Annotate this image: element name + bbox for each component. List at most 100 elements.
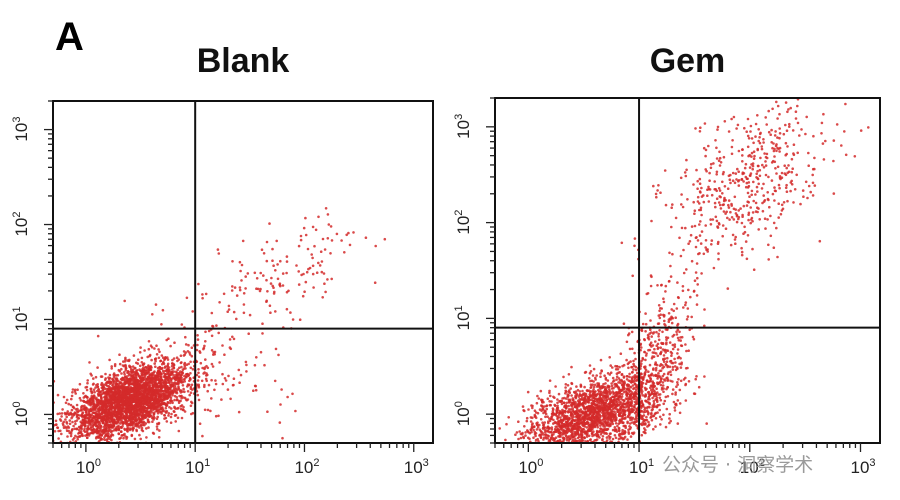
scatter-point <box>546 415 549 419</box>
scatter-point <box>91 383 95 386</box>
scatter-point <box>147 410 151 414</box>
scatter-point <box>176 416 180 420</box>
scatter-point <box>314 228 318 232</box>
scatter-point <box>143 349 146 352</box>
scatter-point <box>89 372 92 376</box>
scatter-point <box>163 366 167 369</box>
scatter-point <box>87 451 90 454</box>
scatter-point <box>239 373 243 377</box>
scatter-point <box>147 340 151 343</box>
scatter-point <box>274 310 277 313</box>
scatter-point <box>552 451 555 454</box>
scatter-point <box>160 354 164 357</box>
scatter-point <box>544 449 547 452</box>
scatter-point <box>181 370 184 374</box>
scatter-point <box>563 456 566 459</box>
scatter-point <box>546 456 549 459</box>
scatter-point <box>609 364 612 367</box>
scatter-point <box>103 438 106 442</box>
scatter-point <box>111 397 114 400</box>
scatter-point <box>305 270 309 274</box>
scatter-point <box>304 233 308 237</box>
scatter-point <box>82 399 86 403</box>
scatter-point <box>575 415 578 418</box>
scatter-point <box>166 356 169 359</box>
scatter-point <box>541 408 544 411</box>
scatter-point <box>74 434 77 438</box>
scatter-point <box>279 259 282 263</box>
scatter-point <box>603 398 606 402</box>
scatter-point <box>75 403 79 407</box>
scatter-point <box>85 401 88 404</box>
scatter-point <box>529 446 532 449</box>
scatter-point <box>165 385 169 388</box>
scatter-point <box>83 395 87 398</box>
scatter-point <box>183 377 186 381</box>
scatter-point <box>232 310 236 314</box>
scatter-point <box>308 266 312 270</box>
scatter-point <box>352 231 355 234</box>
scatter-point <box>271 259 274 263</box>
scatter-point <box>544 444 547 447</box>
scatter-point <box>545 407 548 411</box>
scatter-point <box>221 372 224 376</box>
scatter-point <box>559 416 562 419</box>
scatter-point <box>242 292 246 295</box>
scatter-point <box>123 414 126 418</box>
scatter-point <box>110 394 114 398</box>
scatter-point <box>144 365 148 369</box>
scatter-point <box>105 410 108 414</box>
scatter-point <box>627 432 631 435</box>
scatter-point <box>571 444 574 447</box>
scatter-point <box>156 461 159 464</box>
scatter-point <box>644 394 647 397</box>
scatter-point <box>166 364 169 367</box>
scatter-point <box>145 381 149 385</box>
scatter-point <box>101 389 104 392</box>
scatter-point <box>72 405 75 409</box>
scatter-point <box>107 376 110 379</box>
scatter-point <box>204 358 207 361</box>
scatter-point <box>120 372 123 375</box>
scatter-point <box>116 413 119 416</box>
scatter-point <box>676 383 679 386</box>
scatter-point <box>210 334 214 338</box>
scatter-point <box>303 290 306 294</box>
scatter-point <box>173 406 176 410</box>
scatter-point <box>601 437 604 441</box>
scatter-point <box>187 374 190 378</box>
scatter-point <box>140 426 144 430</box>
scatter-point <box>662 390 665 394</box>
scatter-point <box>159 394 163 397</box>
scatter-point <box>211 365 215 368</box>
scatter-point <box>108 415 111 418</box>
y-tick-label: 101 <box>11 306 31 331</box>
scatter-point <box>596 425 599 429</box>
scatter-point <box>180 373 183 377</box>
scatter-point <box>99 427 102 431</box>
scatter-point <box>568 452 571 455</box>
scatter-point <box>48 411 51 414</box>
scatter-point <box>137 411 140 414</box>
scatter-point <box>291 392 294 396</box>
scatter-point <box>74 422 77 426</box>
scatter-point <box>62 424 65 427</box>
scatter-point <box>271 247 274 251</box>
scatter-point <box>182 405 185 409</box>
scatter-point <box>133 372 136 376</box>
scatter-point <box>70 416 73 420</box>
scatter-point <box>116 420 120 423</box>
scatter-point <box>134 410 138 413</box>
scatter-point <box>143 410 147 413</box>
scatter-point <box>142 415 145 419</box>
scatter-point <box>280 388 283 391</box>
scatter-point <box>127 381 130 385</box>
scatter-point <box>216 248 220 251</box>
scatter-point <box>562 401 566 405</box>
scatter-point <box>594 438 598 442</box>
scatter-point <box>142 407 146 410</box>
scatter-point <box>102 429 106 433</box>
scatter-point <box>169 399 172 403</box>
